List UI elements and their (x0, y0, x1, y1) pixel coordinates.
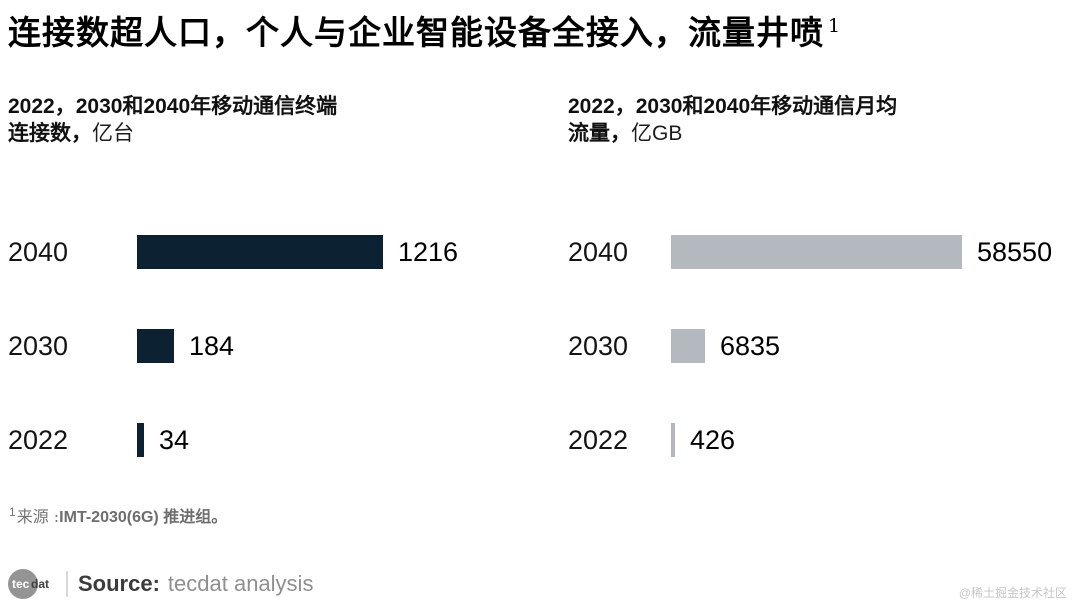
logo-text-tec: tec (12, 577, 30, 591)
value-label: 1216 (398, 236, 459, 267)
value-label: 34 (159, 424, 190, 455)
page-title: 连接数超人口，个人与企业智能设备全接入，流量井喷 1 (8, 4, 841, 55)
chart-unit-label: 亿GB (631, 122, 683, 145)
chart-subtitle-line1: 2022，2030和2040年移动通信月均 (568, 95, 898, 118)
tecdat-logo-icon: tec dat (8, 568, 64, 600)
source-bar: tec dat Source: tecdat analysis (8, 566, 313, 602)
logo-circle (8, 569, 38, 599)
page-title-footnote-marker: 1 (828, 15, 842, 37)
chart-terminal-connections: 2022，2030和2040年移动通信终端 连接数，亿台 2040 1216 203… (8, 93, 538, 457)
category-label: 2022 (8, 424, 69, 455)
source-divider (66, 571, 68, 597)
chart-subtitle-line1: 2022，2030和2040年移动通信终端 (8, 95, 338, 118)
logo-text-dat: dat (31, 577, 49, 591)
bar (671, 235, 962, 269)
bar-row: 2022 426 (568, 393, 1073, 487)
category-label: 2040 (8, 236, 69, 267)
source-label: Source: (78, 571, 160, 596)
value-label: 184 (189, 330, 235, 361)
value-label: 58550 (977, 236, 1053, 267)
bar-row: 2022 34 (8, 393, 538, 487)
bar (671, 423, 675, 457)
category-label: 2030 (568, 330, 629, 361)
chart-subtitle-line2: 连接数，亿台 (8, 120, 538, 147)
chart-rows-1: 2040 58550 2030 6835 2022 426 (568, 205, 1073, 487)
bar (137, 235, 383, 269)
footnote: 1来源 :IMT-2030(6G) 推进组。 (9, 503, 227, 527)
chart-subtitle-line2: 流量，亿GB (568, 120, 1073, 147)
bar (671, 329, 705, 363)
bar-row: 2040 58550 (568, 205, 1073, 299)
category-label: 2022 (568, 424, 629, 455)
chart-monthly-traffic: 2022，2030和2040年移动通信月均 流量，亿GB 2040 58550 20… (568, 93, 1073, 457)
bar-row: 2030 184 (8, 299, 538, 393)
source-text: tecdat analysis (167, 571, 314, 596)
value-label: 6835 (720, 330, 781, 361)
chart-rows-0: 2040 1216 2030 184 2022 34 (8, 205, 538, 487)
chart-subtitle-line2-bold: 流量， (568, 122, 631, 145)
watermark: @稀土掘金技术社区 (958, 586, 1067, 600)
chart-subtitle: 2022，2030和2040年移动通信月均 流量，亿GB (568, 93, 1073, 147)
chart-subtitle-line2-bold: 连接数， (8, 122, 92, 145)
value-label: 426 (690, 424, 736, 455)
footnote-marker: 1 (9, 504, 16, 519)
footnote-label: 来源 : (16, 507, 60, 526)
footnote-text: IMT-2030(6G) 推进组。 (59, 509, 228, 526)
category-label: 2030 (8, 330, 69, 361)
chart-unit-label: 亿台 (92, 122, 134, 145)
chart-subtitle: 2022，2030和2040年移动通信终端 连接数，亿台 (8, 93, 538, 147)
category-label: 2040 (568, 236, 629, 267)
bar-row: 2040 1216 (8, 205, 538, 299)
page-title-text: 连接数超人口，个人与企业智能设备全接入，流量井喷 (8, 13, 824, 52)
bar (137, 423, 144, 457)
bar-row: 2030 6835 (568, 299, 1073, 393)
bar (137, 329, 174, 363)
